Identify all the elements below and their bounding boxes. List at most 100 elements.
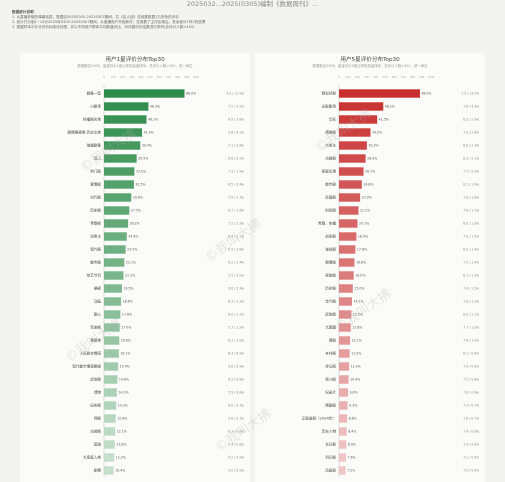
data-label: 14.1% (353, 300, 363, 304)
banner-text: 2025032...2025(0305)编制《数据周刊》... (186, 0, 319, 8)
data-label: 22.1% (126, 261, 136, 265)
bar-row: 都市剧 24.8% 8.1 / 1.9w (325, 180, 479, 189)
category-label: 博物 (94, 390, 102, 395)
category-label: 情景剧 (325, 403, 336, 408)
right-label: 6.2 / 0.8w (228, 378, 244, 382)
category-label: 喜剧类 (90, 338, 101, 343)
category-label: 古装剧 (325, 156, 336, 161)
right-label: 7.2 / 0.5w (463, 456, 479, 460)
bar-row: 战争剧 18.9% 7.9 / 1.5w (325, 232, 479, 241)
data-label: 7.6% (347, 456, 355, 460)
category-label: 纪录片 (325, 390, 336, 395)
chart-subtitle: 数据截至0306，星星评价1星比率较高者排序，总评价人数>450，统一单位 (77, 64, 193, 68)
x-tick-label: 200 (355, 75, 360, 79)
data-label: 32.5% (135, 183, 145, 187)
bar-row: 独播剧集 39.4% 7.1 / 2.6w (87, 141, 244, 150)
bar (104, 401, 117, 410)
right-label: 6.9 / 2.8w (228, 118, 244, 122)
category-label: 军旅剧 (90, 325, 101, 330)
data-label: 23.5% (127, 248, 137, 252)
bar-row: 武侠剧 13.5% 8.0 / 1.1w (325, 310, 479, 319)
category-label: 现代剧 (90, 247, 101, 252)
bar-row: 华彩 41.5% 8.2 / 2.9w (329, 115, 479, 124)
x-tick-label: 900 (419, 75, 424, 79)
bar-row: 剧情悬疑类·历史文类 41.4% 5.8 / 4.1w (68, 128, 244, 137)
right-label: 6.4 / 2.1w (228, 235, 244, 239)
bar (104, 193, 132, 202)
bar-row: 悬疑 19.5% 6.6 / 1.3w (94, 284, 244, 293)
bar (104, 466, 114, 475)
data-label: 11.8% (116, 443, 126, 447)
right-label: 5.6 / 0.7w (228, 417, 244, 421)
bar-row: 家庭伦理 26.7% 7.7 / 2.0w (322, 167, 479, 176)
x-axis-ticks: 0 100 200 300 400 500 600 700 800 900 1000 (338, 75, 434, 79)
bar (104, 180, 134, 189)
right-label: 8.2 / 1.4w (463, 248, 479, 252)
bar-row: 纪录片 9.8% 7.8 / 0.8w (325, 388, 479, 397)
bar-row: 科幻剧 7.6% 7.2 / 0.5w (325, 453, 479, 462)
bar (104, 349, 119, 358)
x-tick-label: 700 (166, 75, 171, 79)
right-label: 8.1 / 0.9w (463, 352, 479, 356)
data-label: 21.2% (360, 209, 370, 213)
right-bar-chart: 0 100 200 300 400 500 600 700 800 900 1000 精彩好剧 88.0… (302, 75, 479, 477)
x-tick-label: 1000 (428, 75, 435, 79)
data-label: 18.6% (123, 300, 133, 304)
category-label: 战争剧 (325, 234, 336, 239)
x-tick-label: 500 (148, 75, 153, 79)
right-label: 7.7 / 1.0w (463, 326, 479, 330)
right-label: 7.5 / 0.8w (463, 378, 479, 382)
data-label: 33.0% (136, 170, 146, 174)
category-label: 动画剧 (325, 468, 336, 473)
right-label: 6.5 / 2.4w (228, 183, 244, 187)
bar-row: 军旅剧 17.0% 5.7 / 1.2w (90, 323, 244, 332)
data-label: 35.5% (138, 157, 148, 161)
category-label: 双男主 (90, 234, 101, 239)
category-label: 现代都市情感悬疑 (72, 364, 101, 369)
data-label: 11.2% (116, 456, 126, 460)
category-label: 武侠剧 (90, 377, 101, 382)
left-bar-chart: 0 100 200 300 400 500 600 700 800 900 1000 剧集一型 88.0… (68, 75, 244, 477)
category-label: 家族剧 (325, 273, 336, 278)
bar-row: 青春、热播 20.1% 8.0 / 1.6w (318, 219, 479, 228)
right-label: 7.2 / 3.2w (228, 105, 244, 109)
right-label: 6.1 / 1.0w (228, 339, 244, 343)
bar (104, 154, 137, 163)
data-label: 46.2% (148, 118, 158, 122)
x-tick-label: 400 (138, 75, 143, 79)
category-label: 独播剧集 (87, 143, 102, 148)
bar (339, 271, 354, 280)
category-label: 刑侦剧 (325, 208, 336, 213)
bar-row: 大家庭人类 11.2% 5.2 / 0.5w (83, 453, 244, 462)
right-label: 5.9 / 1.8w (228, 248, 244, 252)
bar-row: 双男主 24.8% 6.4 / 2.1w (90, 232, 244, 241)
right-label: 7.9 / 0.9w (463, 365, 479, 369)
category-label: 青春、热播 (318, 221, 336, 226)
data-label: 11.5% (351, 352, 361, 356)
category-label: 网剧 (94, 416, 102, 421)
bar-row: 博物 14.0% 5.9 / 0.8w (94, 388, 244, 397)
right-label: 5.4 / 0.6w (228, 443, 244, 447)
bar-row: 古代剧 29.6% 7.0 / 1.7w (90, 193, 244, 202)
bar (104, 232, 127, 241)
data-label: 9.8% (350, 391, 358, 395)
data-label: 12.8% (352, 326, 362, 330)
data-label: 48.1% (385, 105, 395, 109)
data-label: 8.0% (348, 443, 356, 447)
bar (339, 375, 349, 384)
bar (339, 440, 347, 449)
bar-row: 情景剧 9.3% 7.3 / 0.7w (325, 401, 479, 410)
data-label: 12.1% (352, 339, 362, 343)
x-tick-label: 300 (129, 75, 134, 79)
right-label: 6.0 / 1.1w (228, 313, 244, 317)
bar (339, 180, 362, 189)
bar (339, 232, 357, 241)
bar-row: 其上 35.5% 6.8 / 2.2w (94, 154, 244, 163)
data-label: 18.9% (358, 235, 368, 239)
category-label: 小剧场 (90, 104, 101, 109)
data-label: 12.1% (117, 430, 127, 434)
data-label: 34.2% (372, 131, 382, 135)
category-label: 光影剧场 (322, 104, 337, 109)
x-tick-label: 600 (157, 75, 162, 79)
data-label: 14.6% (119, 378, 129, 382)
